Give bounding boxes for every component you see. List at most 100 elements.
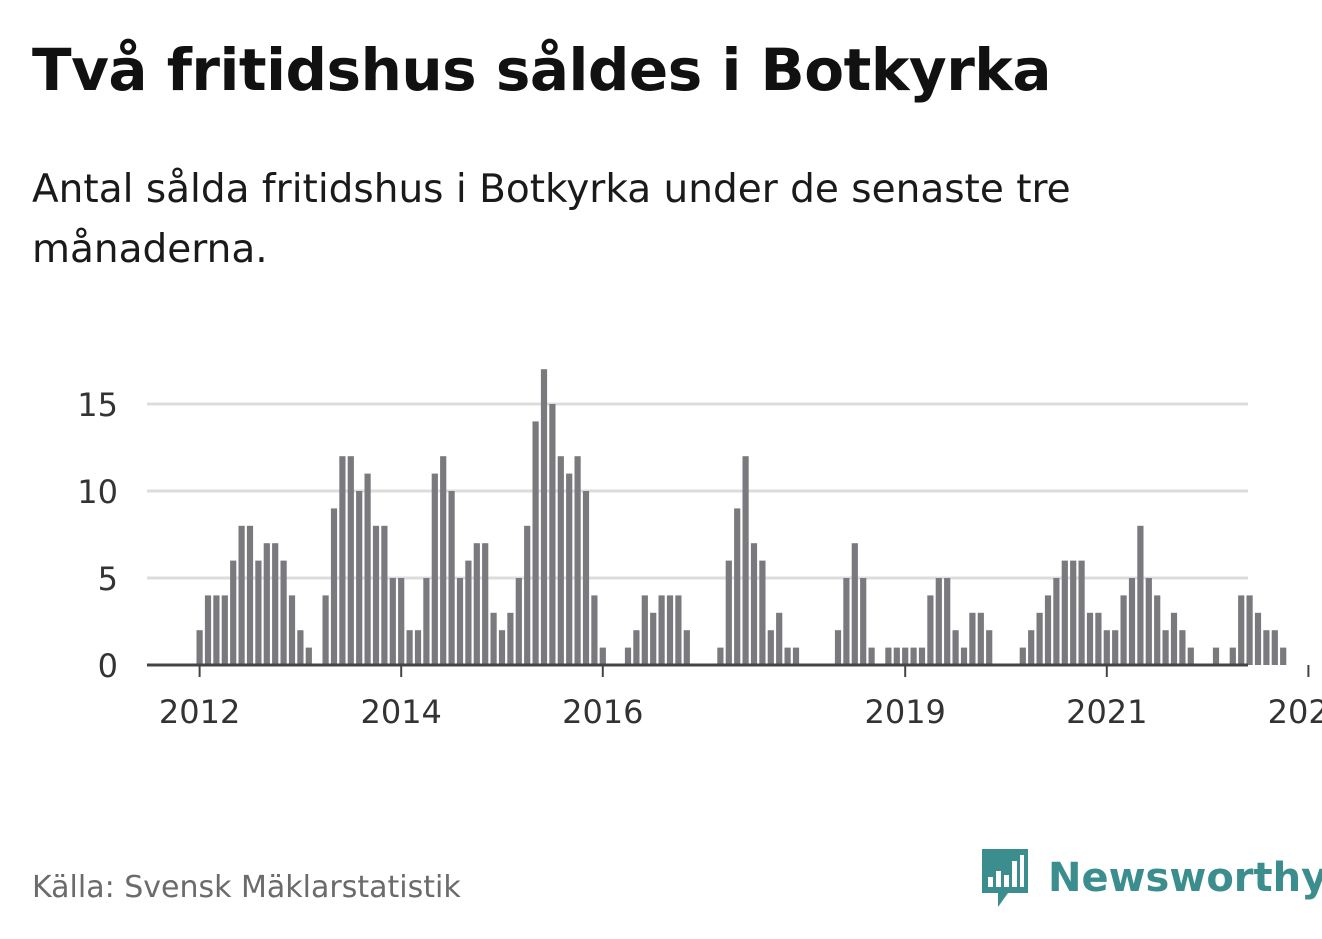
bar [1070,560,1077,665]
bars [196,369,1287,665]
bar [532,421,539,665]
bar [624,647,632,665]
bar [1246,595,1253,665]
bar [641,595,648,665]
bar [524,525,531,665]
x-tick-label: 2016 [562,693,643,731]
bar [792,647,800,665]
x-axis-ticks: 2012 2014 2016 2019 2021 2023 [159,665,1322,731]
bar [263,543,270,665]
bar [288,595,296,665]
bar [860,578,867,665]
bar [1019,647,1026,665]
bar [650,612,657,665]
bar [927,595,934,665]
bar [1078,560,1085,665]
bar [322,595,329,665]
bar [742,456,749,665]
bar [969,612,976,665]
bar [834,630,842,665]
chart-subtitle: Antal sålda fritidshus i Botkyrka under … [32,167,1071,272]
chart-title: Två fritidshus såldes i Botkyrka [32,36,1052,104]
bar [540,369,548,665]
bar [944,578,951,665]
bar [364,473,371,665]
bar [431,473,438,665]
bar [1229,647,1236,665]
bar [1103,630,1110,665]
bar [389,578,396,665]
grid-lines [147,402,1248,580]
bar [893,647,900,665]
bar [1145,578,1152,665]
bar [574,456,581,665]
bar [952,630,959,665]
bar [759,560,766,665]
bar [591,595,598,665]
bar [725,560,732,665]
bar [784,647,791,665]
bar [1137,525,1144,665]
bar [381,525,388,665]
bar [977,612,984,665]
bar [456,578,464,665]
bar [1187,647,1194,665]
bar [305,647,312,665]
bar [885,647,892,665]
bar [767,630,774,665]
bar [1170,612,1178,665]
bar [1028,630,1035,665]
bar [356,491,363,665]
bar [1212,647,1220,665]
bar [465,560,472,665]
y-tick-label: 0 [98,647,118,685]
bar [1053,578,1060,665]
source-note: Källa: Svensk Mäklarstatistik [32,870,461,905]
y-tick-label: 5 [98,560,118,598]
y-tick-label: 10 [77,473,118,511]
bar [448,491,455,665]
bar [1263,630,1270,665]
bar [1120,595,1127,665]
bar [330,508,338,665]
y-tick-label: 15 [77,386,118,424]
x-tick-label: 2012 [159,693,240,731]
bar [734,508,741,665]
bar [414,630,422,665]
bar [1271,630,1278,665]
bar [246,525,254,665]
bar [633,630,640,665]
bar [1280,647,1287,665]
bar [549,404,556,665]
bar [868,647,875,665]
bar [339,456,346,665]
bar [918,647,926,665]
bar [204,595,212,665]
bar [910,647,917,665]
chart-bubble-icon [982,849,1028,907]
bar [1036,612,1043,665]
bar [658,595,665,665]
bar [196,630,203,665]
bar [230,560,237,665]
bar [490,612,497,665]
bar [1086,612,1094,665]
bar [440,456,447,665]
bar [843,578,850,665]
bar [960,647,968,665]
bar [507,612,514,665]
bar [498,630,506,665]
x-tick-label: 2021 [1066,693,1147,731]
bar [1061,560,1068,665]
bar [675,595,682,665]
bar [213,595,220,665]
bar [1128,578,1136,665]
bar [515,578,522,665]
bar [582,491,590,665]
bar [473,543,480,665]
x-tick-label: 2019 [864,693,945,731]
bar [255,560,262,665]
bar [557,456,564,665]
bar [1238,595,1245,665]
